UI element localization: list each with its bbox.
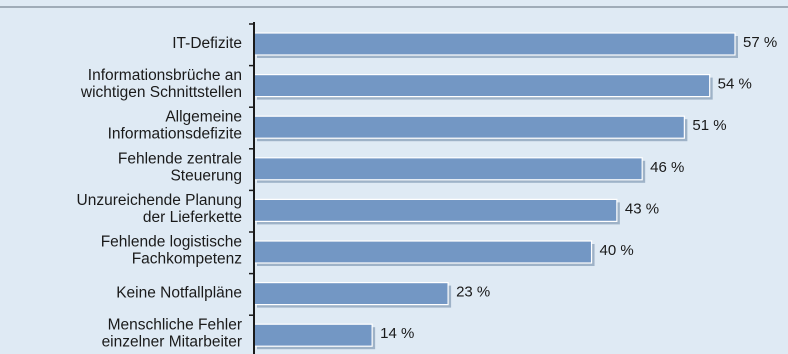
category-label: Informationsbrüche an wichtigen Schnittst… — [80, 67, 242, 101]
value-label: 51 % — [692, 117, 726, 134]
bar — [253, 73, 711, 98]
value-label: 23 % — [456, 284, 490, 301]
category-label: Allgemeine Informationsdefizite — [108, 109, 242, 143]
bar — [253, 240, 593, 264]
category-label: Keine Notfallpläne — [116, 285, 242, 302]
bars-layer — [253, 32, 738, 350]
category-label: Unzureichende Planung der Lieferkette — [77, 192, 242, 226]
value-label: 54 % — [718, 76, 752, 93]
labels-layer: 57 % IT-Defizite 54 % Informationsbrüche an… — [77, 34, 778, 351]
category-label: Fehlende logistische Fachkompetenz — [101, 234, 242, 268]
value-label: 57 % — [743, 34, 777, 51]
value-label: 46 % — [650, 159, 684, 176]
bar — [253, 282, 449, 306]
bar — [253, 157, 643, 181]
bar — [253, 323, 373, 347]
bar — [253, 115, 685, 139]
axis-layer — [249, 22, 255, 354]
value-label: 14 % — [380, 325, 414, 342]
bar — [253, 198, 618, 222]
value-label: 40 % — [600, 242, 634, 259]
category-label: Menschliche Fehler einzelner Mitarbeiter — [102, 317, 242, 351]
value-label: 43 % — [625, 200, 659, 217]
category-label: Fehlende zentrale Steuerung — [118, 150, 242, 184]
bar — [253, 32, 736, 56]
category-label: IT-Defizite — [172, 35, 242, 52]
